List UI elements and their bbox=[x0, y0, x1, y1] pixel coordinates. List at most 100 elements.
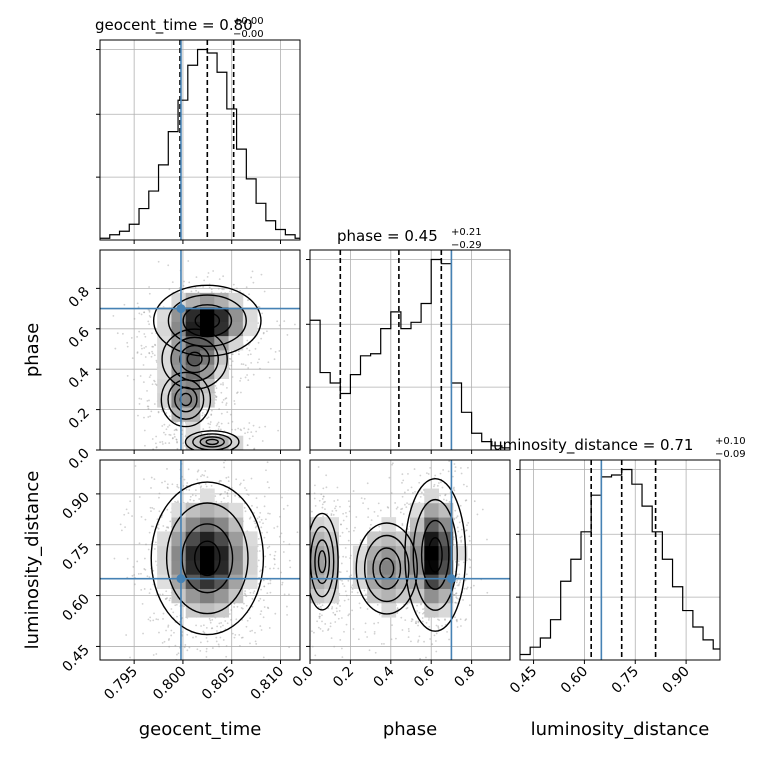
scatter-point bbox=[143, 333, 146, 335]
scatter-point bbox=[330, 514, 333, 517]
scatter-point bbox=[333, 645, 336, 648]
scatter-point bbox=[252, 424, 255, 427]
scatter-point bbox=[171, 281, 174, 284]
scatter-point bbox=[203, 474, 205, 477]
x-axis-label-luminosity-distance: luminosity_distance bbox=[531, 719, 710, 740]
scatter-point bbox=[228, 613, 231, 615]
scatter-point bbox=[415, 620, 418, 623]
scatter-point bbox=[175, 429, 178, 432]
scatter-point bbox=[157, 618, 160, 621]
scatter-point bbox=[212, 270, 215, 272]
scatter-point bbox=[151, 507, 154, 509]
scatter-point bbox=[229, 358, 232, 360]
scatter-point bbox=[316, 620, 318, 623]
scatter-point bbox=[220, 422, 223, 425]
scatter-point bbox=[257, 582, 260, 585]
scatter-point bbox=[351, 591, 354, 593]
scatter-point bbox=[234, 460, 236, 462]
density-cell bbox=[228, 517, 244, 532]
density-cell bbox=[424, 502, 439, 518]
scatter-point bbox=[200, 625, 202, 627]
scatter-point bbox=[311, 510, 313, 513]
scatter-point bbox=[322, 495, 325, 498]
scatter-point bbox=[434, 474, 437, 477]
scatter-point bbox=[206, 276, 209, 278]
scatter-point bbox=[269, 347, 272, 350]
scatter-point bbox=[411, 492, 414, 494]
scatter-point bbox=[201, 412, 204, 414]
scatter-point bbox=[242, 242, 244, 244]
scatter-point bbox=[246, 619, 249, 622]
scatter-point bbox=[226, 622, 229, 625]
scatter-point bbox=[269, 553, 272, 556]
x-tick-label-geocent-time: 0.795 bbox=[101, 664, 141, 704]
scatter-point bbox=[219, 636, 222, 639]
scatter-point bbox=[155, 594, 158, 597]
scatter-point bbox=[343, 630, 345, 633]
scatter-point bbox=[163, 423, 166, 426]
scatter-point bbox=[249, 617, 252, 620]
contour-line bbox=[165, 502, 249, 615]
scatter-point bbox=[239, 428, 242, 431]
scatter-point bbox=[162, 525, 165, 527]
scatter-point bbox=[335, 668, 337, 670]
scatter-point bbox=[221, 288, 224, 291]
title-main: phase = 0.45 bbox=[337, 227, 438, 245]
scatter-point bbox=[464, 499, 467, 502]
scatter-point bbox=[208, 426, 211, 429]
scatter-point bbox=[467, 466, 469, 469]
scatter-point bbox=[260, 610, 263, 613]
scatter-point bbox=[348, 575, 351, 578]
scatter-point bbox=[262, 332, 265, 335]
scatter-point bbox=[174, 500, 176, 503]
scatter-point bbox=[260, 569, 263, 572]
scatter-point bbox=[256, 361, 259, 364]
scatter-point bbox=[266, 461, 269, 464]
scatter-point bbox=[262, 616, 265, 619]
scatter-point bbox=[465, 529, 468, 532]
scatter-point bbox=[338, 609, 341, 612]
scatter-point bbox=[151, 332, 153, 335]
scatter-point bbox=[126, 375, 129, 377]
density-cell bbox=[171, 502, 187, 518]
scatter-point bbox=[260, 629, 263, 631]
scatter-point bbox=[442, 498, 445, 501]
y-tick-label-phase: 0.0 bbox=[66, 446, 93, 473]
histogram-step bbox=[100, 48, 300, 239]
scatter-point bbox=[263, 606, 266, 608]
scatter-point bbox=[307, 574, 309, 576]
scatter-point bbox=[188, 646, 191, 649]
density-cell bbox=[171, 545, 187, 561]
scatter-point bbox=[298, 623, 300, 625]
scatter-point bbox=[417, 620, 420, 623]
density-cell bbox=[228, 307, 244, 322]
scatter-point bbox=[142, 632, 144, 635]
scatter-point bbox=[288, 593, 290, 596]
scatter-point bbox=[318, 499, 321, 502]
scatter-point bbox=[319, 605, 322, 608]
scatter-point bbox=[155, 618, 158, 621]
scatter-point bbox=[269, 579, 272, 582]
scatter-point bbox=[243, 672, 245, 674]
scatter-point bbox=[297, 511, 299, 513]
scatter-point bbox=[294, 323, 296, 326]
scatter-point bbox=[396, 506, 399, 509]
scatter-point bbox=[171, 446, 173, 448]
scatter-point bbox=[434, 640, 437, 642]
contour-line bbox=[310, 512, 339, 611]
scatter-point bbox=[260, 518, 263, 521]
scatter-point bbox=[238, 353, 240, 356]
scatter-point bbox=[239, 377, 242, 380]
scatter-point bbox=[350, 586, 353, 589]
scatter-point bbox=[386, 506, 389, 508]
title-sup: +0.10 bbox=[715, 436, 746, 447]
scatter-point bbox=[205, 626, 208, 629]
scatter-point bbox=[425, 656, 427, 659]
scatter-point bbox=[244, 487, 246, 489]
scatter-point bbox=[428, 625, 431, 628]
scatter-point bbox=[402, 513, 405, 515]
scatter-point bbox=[362, 502, 364, 505]
scatter-point bbox=[257, 559, 260, 562]
scatter-point bbox=[223, 497, 225, 499]
scatter-point bbox=[166, 487, 169, 490]
